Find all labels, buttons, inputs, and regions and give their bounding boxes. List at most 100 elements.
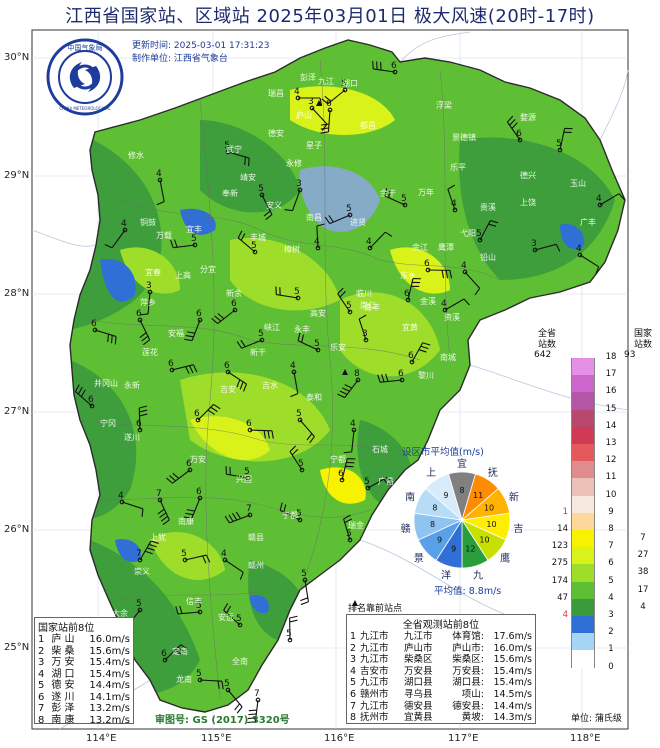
place-name: 万安 xyxy=(190,454,206,464)
wind-barb xyxy=(184,317,203,342)
pie-slice-value: 10 xyxy=(486,520,496,529)
city-average-pie: 8 宜 11 抚 10 新 10 吉 10 鹰 12 九 9 洋 9 景 8 赣 8 南 9 上 xyxy=(401,458,524,582)
station-value: 5 xyxy=(364,477,370,487)
wind-barb xyxy=(224,511,253,524)
place-name: 彭泽 xyxy=(300,72,316,82)
place-name: 于都 xyxy=(282,511,298,520)
place-name: 余江 xyxy=(412,242,428,252)
legend-count-all: 4 xyxy=(562,610,568,620)
county-name: 庐山市 xyxy=(404,642,433,654)
legend-head-all2: 站数 xyxy=(538,340,557,350)
legend: 全省 站数 642 国家 站数 93 18 17 16 15 14 13 12 11 10 1 9 1… xyxy=(534,322,658,722)
place-name: 浮梁 xyxy=(436,100,452,110)
province-ranking-row: 7 九江市 德安县 德安县: 14.4m/s xyxy=(350,701,532,713)
legend-level: 1 xyxy=(608,644,614,655)
legend-swatch xyxy=(571,564,595,582)
station-value: 7 xyxy=(136,549,142,559)
station-value: 4 xyxy=(596,194,602,204)
rank-number: 6 xyxy=(350,688,357,700)
wind-barb xyxy=(597,193,625,208)
station-value: 3 xyxy=(146,281,152,291)
wind-barb xyxy=(284,187,303,212)
place-name: 九江 xyxy=(318,77,334,86)
wind-barb xyxy=(104,227,128,249)
legend-level: 14 xyxy=(605,420,617,431)
pie-slice-label: 景 xyxy=(414,552,424,564)
place-name: 铜鼓 xyxy=(140,217,156,227)
wind-barb xyxy=(447,184,458,213)
county-name: 宜黄县 xyxy=(404,712,433,724)
wind-barb xyxy=(222,557,244,580)
rank-number: 3 xyxy=(38,657,45,668)
county-borders xyxy=(79,59,501,701)
place-name: 樟树 xyxy=(284,244,300,254)
wind-barb xyxy=(320,107,333,134)
lon-label: 115°E xyxy=(201,733,232,744)
station-value: 14.1m/s xyxy=(89,691,130,703)
pie-slice-value: 9 xyxy=(443,491,448,500)
pie-slice-value: 10 xyxy=(479,535,489,544)
rank-number: 7 xyxy=(350,700,357,712)
legend-level: 2 xyxy=(608,627,614,638)
legend-level: 4 xyxy=(608,592,614,603)
place-name: 武宁 xyxy=(226,144,242,154)
legend-swatch xyxy=(571,547,595,565)
wind-barb xyxy=(337,377,361,399)
station-value: 8 xyxy=(354,369,360,379)
place-name: 宜黄 xyxy=(402,322,418,332)
station-name: 南 康 xyxy=(51,714,75,726)
legend-level: 9 xyxy=(608,506,614,517)
legend-level: 5 xyxy=(608,575,614,586)
province-ranking-row: 3 九江市 柴桑区 柴桑区: 15.6m/s xyxy=(350,654,532,666)
wind-barb xyxy=(137,317,151,346)
place-name: 乐安 xyxy=(330,342,346,352)
city-name: 九江市 xyxy=(360,642,389,654)
wind-barb xyxy=(195,403,221,423)
station-value: 4 xyxy=(118,491,124,501)
place-name: 上饶 xyxy=(520,197,536,207)
station-value: 16.0m/s xyxy=(89,634,130,645)
place-name: 南丰 xyxy=(364,302,380,312)
legend-count-all: 123 xyxy=(551,541,568,552)
lat-label: 29°N xyxy=(4,170,30,181)
station-value: 5 xyxy=(258,184,264,194)
legend-row: 47 4 4 xyxy=(540,593,658,616)
station-value: 7 xyxy=(246,504,252,514)
wind-barb xyxy=(367,231,393,251)
wind-barb xyxy=(247,427,274,439)
province-ranking-row: 6 赣州市 寻乌县 项山: 14.5m/s xyxy=(350,689,532,701)
province-ranking-row: 2 九江市 庐山市 庐山市: 16.0m/s xyxy=(350,643,532,655)
legend-count-all: 174 xyxy=(551,575,568,586)
place-name: 进贤 xyxy=(350,218,366,227)
station-value: 6 xyxy=(408,351,414,361)
place-name: 兴国 xyxy=(236,475,252,484)
station-value: 5 xyxy=(181,549,187,559)
rank-number: 2 xyxy=(350,642,357,654)
place-name: 全南 xyxy=(232,656,248,666)
station-value: 6 xyxy=(338,469,344,479)
place-name: 龙南 xyxy=(176,674,192,684)
place-name: 景德镇 xyxy=(452,132,476,142)
station-value: 4 xyxy=(576,244,582,254)
lat-label: 30°N xyxy=(4,52,30,63)
legend-head-all: 全省 xyxy=(538,329,557,339)
place-name: 崇仁 xyxy=(360,300,376,310)
legend-unit: 单位: 蒲氏级 xyxy=(571,714,622,724)
legend-count-nat: 17 xyxy=(637,584,649,595)
legend-head-nat: 国家 xyxy=(634,329,653,339)
legend-row: 15 xyxy=(540,404,658,427)
place-name: 庐山 xyxy=(296,110,312,120)
station-name: 万 安 xyxy=(51,657,75,668)
national-ranking-title: 国家站前8位 xyxy=(38,623,95,634)
legend-level: 0 xyxy=(608,661,614,672)
legend-level: 3 xyxy=(608,610,614,620)
legend-swatch xyxy=(571,650,595,668)
province-ranking-title: 全省观测站前8位 xyxy=(402,620,480,631)
station-value: 6 xyxy=(136,419,142,429)
place-name: 鹰潭 xyxy=(438,242,454,252)
legend-level: 11 xyxy=(605,472,617,483)
place-name: 修水 xyxy=(128,150,144,160)
place-name: 吉水 xyxy=(262,380,278,390)
station-value: 14.3m/s xyxy=(493,712,532,724)
